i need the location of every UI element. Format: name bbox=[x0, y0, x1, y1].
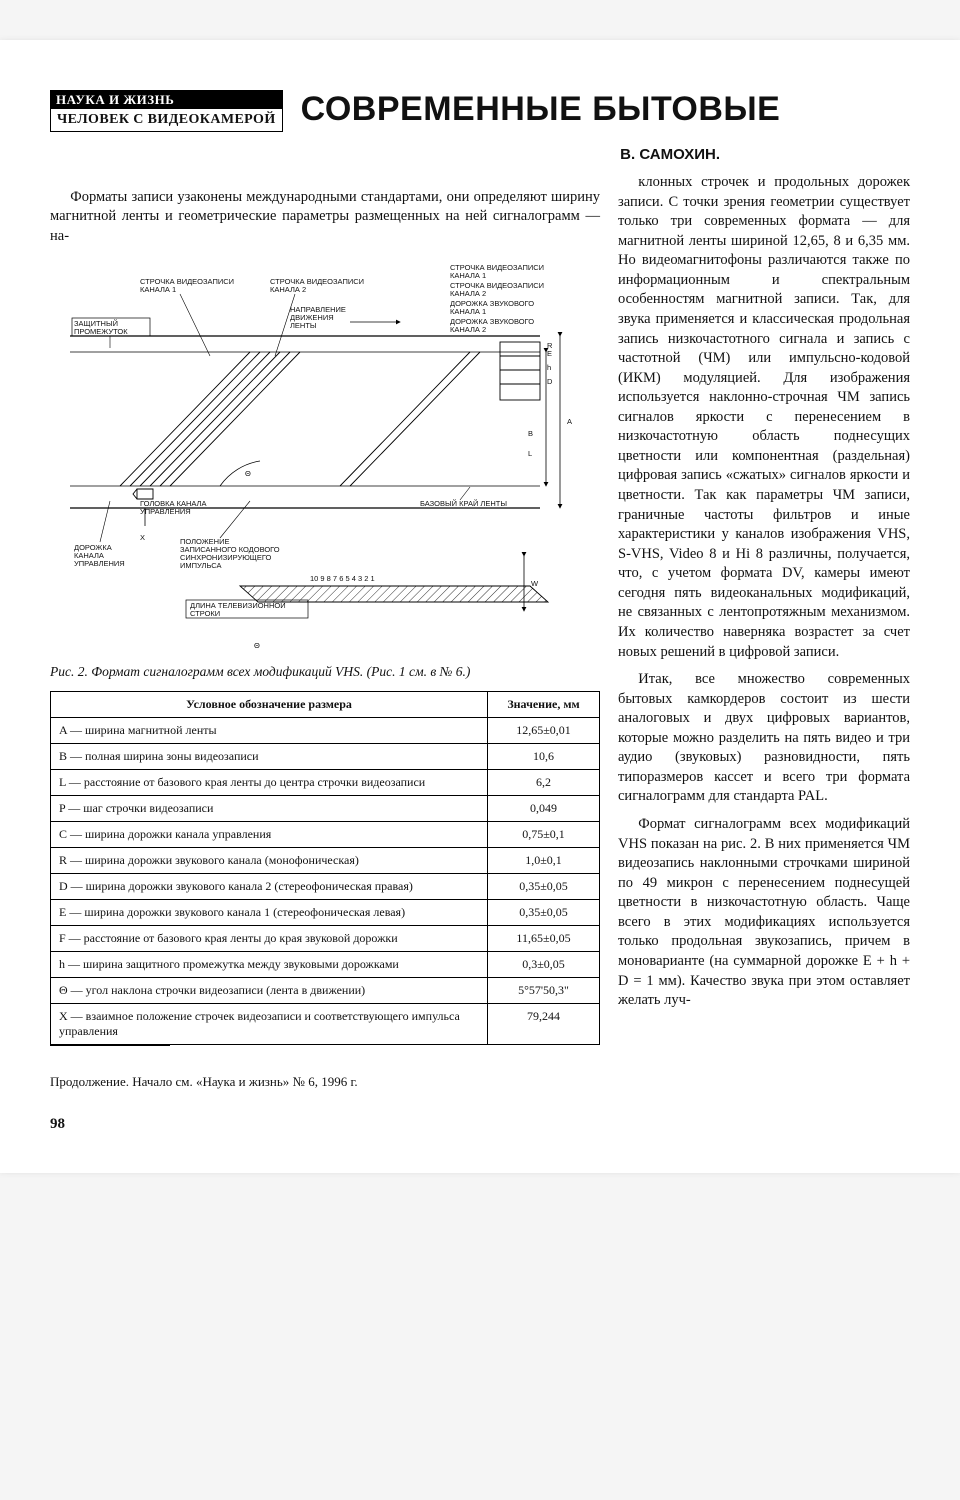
intro-paragraph: Форматы записи узаконены международными … bbox=[50, 188, 600, 247]
body-paragraph: клонных строчек и продольных дорожек зап… bbox=[618, 173, 910, 662]
sym-b: B bbox=[528, 429, 533, 438]
rubric-bottom: ЧЕЛОВЕК С ВИДЕОКАМЕРОЙ bbox=[50, 109, 283, 132]
content-columns: Форматы записи узаконены международными … bbox=[50, 173, 910, 1133]
symbol-theta: Θ bbox=[245, 469, 251, 478]
value-cell: 0,35±0,05 bbox=[488, 874, 600, 900]
left-column: Форматы записи узаконены международными … bbox=[50, 173, 600, 1133]
label-l4: НАПРАВЛЕНИЕДВИЖЕНИЯЛЕНТЫ bbox=[290, 305, 346, 330]
header: НАУКА И ЖИЗНЬ ЧЕЛОВЕК С ВИДЕОКАМЕРОЙ СОВ… bbox=[50, 90, 910, 132]
body-paragraph: Формат сигналограмм всех модификаций VHS… bbox=[618, 815, 910, 1011]
sym-r: R bbox=[547, 341, 553, 350]
parameters-table: Условное обозначение размера Значение, м… bbox=[50, 691, 600, 1045]
label-l1: СТРОЧКА ВИДЕОЗАПИСИКАНАЛА 1 bbox=[140, 277, 234, 294]
value-cell: 0,3±0,05 bbox=[488, 952, 600, 978]
diagram-nums: 10 9 8 7 6 5 4 3 2 1 bbox=[310, 574, 375, 583]
param-cell: E — ширина дорожки звукового канала 1 (с… bbox=[51, 900, 488, 926]
param-cell: h — ширина защитного промежутка между зв… bbox=[51, 952, 488, 978]
symbol-x: X bbox=[140, 533, 145, 542]
label-l11: СТРОЧКА ВИДЕОЗАПИСИКАНАЛА 2 bbox=[450, 281, 544, 298]
param-cell: F — расстояние от базового края ленты до… bbox=[51, 926, 488, 952]
sym-l: L bbox=[528, 449, 532, 458]
body-paragraph: Итак, все множество современных бытовых … bbox=[618, 670, 910, 807]
table-row: F — расстояние от базового края ленты до… bbox=[51, 926, 600, 952]
table-row: R — ширина дорожки звукового канала (мон… bbox=[51, 848, 600, 874]
label-l7: ПОЛОЖЕНИЕЗАПИСАННОГО КОДОВОГОСИНХРОНИЗИР… bbox=[180, 537, 280, 570]
label-l5: ГОЛОВКА КАНАЛАУПРАВЛЕНИЯ bbox=[140, 499, 206, 516]
table-row: P — шаг строчки видеозаписи0,049 bbox=[51, 796, 600, 822]
value-cell: 12,65±0,01 bbox=[488, 718, 600, 744]
param-cell: D — ширина дорожки звукового канала 2 (с… bbox=[51, 874, 488, 900]
author: В. САМОХИН. bbox=[50, 146, 910, 163]
page: НАУКА И ЖИЗНЬ ЧЕЛОВЕК С ВИДЕОКАМЕРОЙ СОВ… bbox=[0, 40, 960, 1173]
table-row: D — ширина дорожки звукового канала 2 (с… bbox=[51, 874, 600, 900]
param-cell: R — ширина дорожки звукового канала (мон… bbox=[51, 848, 488, 874]
value-cell: 0,35±0,05 bbox=[488, 900, 600, 926]
sym-d: D bbox=[547, 377, 553, 386]
value-cell: 1,0±0,1 bbox=[488, 848, 600, 874]
value-cell: 6,2 bbox=[488, 770, 600, 796]
page-title: СОВРЕМЕННЫЕ БЫТОВЫЕ bbox=[301, 92, 781, 126]
table-row: A — ширина магнитной ленты12,65±0,01 bbox=[51, 718, 600, 744]
table-row: L — расстояние от базового края ленты до… bbox=[51, 770, 600, 796]
param-cell: P — шаг строчки видеозаписи bbox=[51, 796, 488, 822]
page-number: 98 bbox=[50, 1116, 600, 1133]
label-l6: ДОРОЖКАКАНАЛАУПРАВЛЕНИЯ bbox=[74, 543, 125, 568]
table-row: X — взаимное положение строчек видеозапи… bbox=[51, 1004, 600, 1045]
table-row: Θ — угол наклона строчки видеозаписи (ле… bbox=[51, 978, 600, 1004]
label-l8: ДЛИНА ТЕЛЕВИЗИОННОЙСТРОКИ bbox=[190, 601, 286, 618]
figure-caption: Рис. 2. Формат сигналограмм всех модифик… bbox=[50, 664, 600, 681]
label-l13: ДОРОЖКА ЗВУКОВОГОКАНАЛА 2 bbox=[450, 317, 534, 334]
label-l3: ЗАЩИТНЫЙПРОМЕЖУТОК bbox=[74, 319, 128, 336]
table-header-value: Значение, мм bbox=[488, 692, 600, 718]
label-l12: ДОРОЖКА ЗВУКОВОГОКАНАЛА 1 bbox=[450, 299, 534, 316]
vhs-tape-diagram: Θ X 10 9 8 7 6 5 4 3 2 1 bbox=[50, 256, 600, 656]
footnote: Продолжение. Начало см. «Наука и жизнь» … bbox=[50, 1068, 600, 1090]
table-row: B — полная ширина зоны видеозаписи10,6 bbox=[51, 744, 600, 770]
param-cell: L — расстояние от базового края ленты до… bbox=[51, 770, 488, 796]
value-cell: 0,049 bbox=[488, 796, 600, 822]
param-cell: X — взаимное положение строчек видеозапи… bbox=[51, 1004, 488, 1045]
value-cell: 0,75±0,1 bbox=[488, 822, 600, 848]
param-cell: C — ширина дорожки канала управления bbox=[51, 822, 488, 848]
sym-h: h bbox=[547, 363, 551, 372]
table-header-param: Условное обозначение размера bbox=[51, 692, 488, 718]
value-cell: 79,244 bbox=[488, 1004, 600, 1045]
table-row: E — ширина дорожки звукового канала 1 (с… bbox=[51, 900, 600, 926]
value-cell: 10,6 bbox=[488, 744, 600, 770]
param-cell: Θ — угол наклона строчки видеозаписи (ле… bbox=[51, 978, 488, 1004]
param-cell: B — полная ширина зоны видеозаписи bbox=[51, 744, 488, 770]
sym-a: A bbox=[567, 417, 572, 426]
sym-w: W bbox=[531, 579, 539, 588]
right-column: клонных строчек и продольных дорожек зап… bbox=[618, 173, 910, 1133]
label-l2: СТРОЧКА ВИДЕОЗАПИСИКАНАЛА 2 bbox=[270, 277, 364, 294]
theta-bottom: Θ bbox=[254, 641, 260, 650]
rubric-block: НАУКА И ЖИЗНЬ ЧЕЛОВЕК С ВИДЕОКАМЕРОЙ bbox=[50, 90, 283, 132]
label-l10: СТРОЧКА ВИДЕОЗАПИСИКАНАЛА 1 bbox=[450, 263, 544, 280]
table-row: C — ширина дорожки канала управления0,75… bbox=[51, 822, 600, 848]
label-l9: БАЗОВЫЙ КРАЙ ЛЕНТЫ bbox=[420, 499, 507, 508]
table-row: h — ширина защитного промежутка между зв… bbox=[51, 952, 600, 978]
footnote-rule bbox=[50, 1045, 170, 1046]
sym-e: E bbox=[547, 349, 552, 358]
figure-diagram: Θ X 10 9 8 7 6 5 4 3 2 1 bbox=[50, 256, 600, 656]
value-cell: 5°57'50,3" bbox=[488, 978, 600, 1004]
param-cell: A — ширина магнитной ленты bbox=[51, 718, 488, 744]
rubric-top: НАУКА И ЖИЗНЬ bbox=[50, 90, 283, 109]
value-cell: 11,65±0,05 bbox=[488, 926, 600, 952]
